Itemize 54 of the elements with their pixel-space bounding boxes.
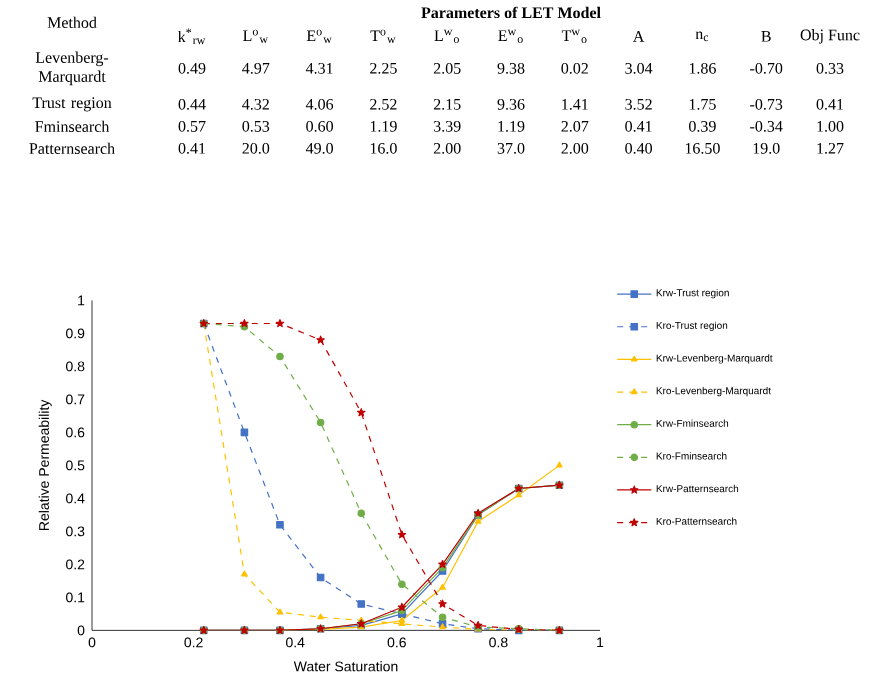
text: 0.02 [561, 62, 588, 74]
text: Method [47, 16, 97, 28]
text: -0.73 [750, 98, 783, 110]
text: 1.19 [498, 120, 525, 132]
text: 3.39 [433, 120, 461, 132]
text: 3.52 [625, 98, 652, 110]
text: 2.52 [370, 98, 397, 110]
text: 2.00 [433, 142, 461, 154]
text: 0.41 [178, 142, 206, 154]
text: 1.86 [689, 62, 716, 74]
text: 4.97 [242, 62, 270, 74]
text: 0.33 [816, 62, 844, 74]
text: Parameters of LET Model [421, 6, 601, 18]
text: 1.41 [562, 98, 588, 110]
text: 49.0 [305, 142, 334, 154]
text: -0.34 [750, 120, 783, 132]
text: -0.70 [750, 62, 783, 74]
text: 20.0 [242, 142, 270, 154]
text: 4.06 [305, 98, 334, 110]
category-label: Obj Func [800, 28, 860, 44]
text: 9.36 [497, 98, 525, 110]
category-label: Trust region [32, 97, 112, 112]
text: 19.0 [753, 142, 780, 154]
text: 0.57 [178, 120, 206, 132]
text: 2.15 [433, 98, 461, 110]
text: 2.25 [370, 62, 397, 74]
category-label: Patternsearch [29, 142, 115, 154]
text: 4.32 [242, 98, 269, 110]
text: 0.44 [178, 98, 206, 110]
category-label: B [761, 30, 771, 42]
text: 0.41 [625, 120, 652, 132]
text: 37.0 [497, 142, 525, 154]
text: 1.19 [370, 120, 397, 132]
text: 1.27 [817, 142, 844, 154]
text: 0.40 [625, 142, 653, 154]
text: 2.07 [561, 120, 589, 132]
text: 1.00 [817, 120, 844, 132]
text: 2.05 [433, 62, 461, 74]
category-label: n$_{c}$ [695, 31, 709, 42]
text: 0.39 [689, 120, 716, 132]
text: 9.38 [497, 62, 525, 74]
text: 1.75 [689, 98, 716, 110]
text: 2.00 [561, 142, 589, 154]
text: 3.04 [625, 62, 653, 74]
text: 0.53 [242, 120, 270, 132]
text: 0.41 [816, 98, 844, 110]
text: 4.31 [305, 62, 333, 74]
category-label: A [632, 30, 645, 42]
text: 0.60 [306, 120, 334, 132]
text: 0.49 [178, 62, 206, 74]
category-label: Fminsearch [35, 120, 110, 132]
category-label: Levenberg-Marquardt [35, 51, 109, 85]
text: 16.0 [370, 142, 397, 154]
text: 16.50 [685, 142, 720, 154]
